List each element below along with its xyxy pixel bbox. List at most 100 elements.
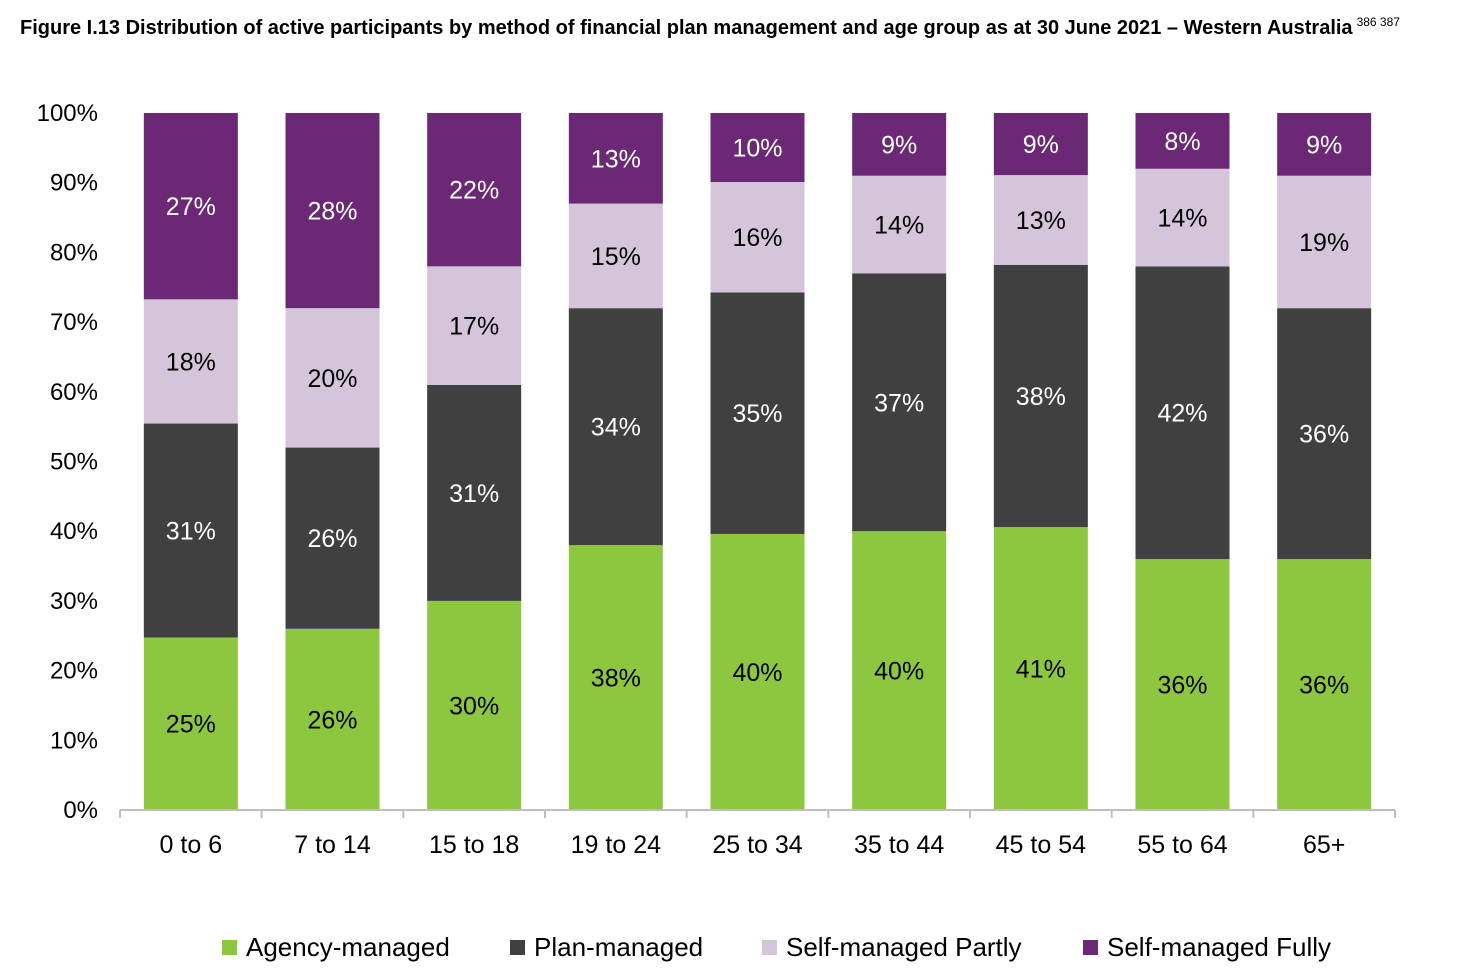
data-label-plan-managed: 35%	[732, 400, 782, 428]
bar-segment-plan-managed	[568, 308, 663, 546]
x-tick-label: 15 to 18	[429, 831, 519, 859]
x-tick-label: 45 to 54	[996, 831, 1086, 859]
bar-segment-self-managed-partly	[568, 203, 663, 309]
bar-segment-plan-managed	[285, 447, 380, 629]
y-tick-label: 30%	[50, 588, 98, 615]
x-tick-label: 35 to 44	[854, 831, 944, 859]
bar-segment-agency-managed	[568, 545, 663, 810]
bar-segment-self-managed-partly	[852, 175, 947, 274]
y-tick-label: 50%	[50, 449, 98, 476]
data-label-agency-managed: 25%	[166, 711, 216, 739]
bar-segment-plan-managed	[1135, 266, 1230, 560]
bar-segment-self-managed-fully	[993, 113, 1088, 176]
bar-segment-self-managed-fully	[1277, 113, 1372, 176]
data-label-agency-managed: 40%	[732, 659, 782, 687]
bar-segment-self-managed-partly	[143, 299, 238, 424]
data-label-plan-managed: 34%	[591, 414, 641, 442]
data-label-plan-managed: 37%	[874, 389, 924, 417]
bar-segment-self-managed-fully	[568, 113, 663, 204]
data-label-agency-managed: 26%	[307, 706, 357, 734]
chart-title-text: Figure I.13 Distribution of active parti…	[20, 17, 1353, 39]
data-label-self-managed-fully: 9%	[881, 131, 917, 159]
data-label-agency-managed: 41%	[1016, 656, 1066, 684]
legend-label-self-managed-fully: Self-managed Fully	[1107, 931, 1331, 962]
data-label-self-managed-partly: 20%	[307, 365, 357, 393]
bar-segment-agency-managed	[1277, 559, 1372, 810]
y-tick-label: 0%	[63, 797, 98, 824]
x-tick-label: 55 to 64	[1137, 831, 1227, 859]
bar-segment-agency-managed	[1135, 559, 1230, 810]
bar-segment-agency-managed	[993, 527, 1088, 810]
bar-segment-self-managed-fully	[710, 113, 805, 183]
bar-segment-plan-managed	[852, 273, 947, 532]
legend-item-self-managed-fully: Self-managed Fully	[1083, 925, 1331, 969]
bar-segment-plan-managed	[993, 264, 1088, 528]
legend-label-self-managed-partly: Self-managed Partly	[786, 931, 1022, 962]
bar-segment-plan-managed	[427, 384, 522, 601]
x-tick-label: 0 to 6	[160, 831, 223, 859]
title-footnote-refs: 386 387	[1356, 15, 1400, 29]
data-label-agency-managed: 36%	[1299, 672, 1349, 700]
bar-segment-self-managed-partly	[427, 266, 522, 385]
data-label-self-managed-fully: 13%	[591, 145, 641, 173]
bar-segment-agency-managed	[710, 533, 805, 810]
legend-label-agency-managed: Agency-managed	[246, 931, 450, 962]
bar-segment-self-managed-partly	[710, 182, 805, 293]
bar-segment-self-managed-partly	[1135, 168, 1230, 267]
data-label-agency-managed: 30%	[449, 692, 499, 720]
data-label-agency-managed: 36%	[1157, 672, 1207, 700]
bar-segment-self-managed-fully	[285, 113, 380, 309]
y-tick-label: 80%	[50, 239, 98, 266]
y-tick-label: 20%	[50, 658, 98, 685]
y-tick-label: 100%	[37, 100, 98, 127]
data-label-self-managed-partly: 15%	[591, 243, 641, 271]
data-label-self-managed-partly: 13%	[1016, 207, 1066, 235]
x-tick-label: 19 to 24	[571, 831, 661, 859]
y-tick-label: 40%	[50, 518, 98, 545]
bar-segment-self-managed-partly	[993, 175, 1088, 265]
data-label-self-managed-partly: 18%	[166, 348, 216, 376]
x-tick-label: 25 to 34	[712, 831, 802, 859]
legend-swatch-self-managed-partly	[762, 939, 777, 955]
stacked-bar-chart: 0% 10% 20% 30% 40% 50% 60% 70% 80% 90% 100% 25% 31% 1…	[37, 100, 1396, 859]
bar-segment-self-managed-fully	[143, 113, 238, 300]
data-label-self-managed-fully: 10%	[732, 135, 782, 163]
bar-segment-agency-managed	[852, 531, 947, 810]
bar-segment-agency-managed	[143, 637, 238, 810]
x-tick-label: 65+	[1303, 831, 1345, 859]
legend-label-plan-managed: Plan-managed	[534, 931, 704, 962]
bar-segment-plan-managed	[1277, 308, 1372, 560]
bar-segment-self-managed-partly	[285, 308, 380, 448]
y-tick-label: 60%	[50, 379, 98, 406]
y-tick-label: 90%	[50, 170, 98, 197]
bar-segment-self-managed-partly	[1277, 175, 1372, 309]
data-label-plan-managed: 38%	[1016, 383, 1066, 411]
data-label-plan-managed: 31%	[166, 518, 216, 546]
data-label-self-managed-fully: 28%	[307, 198, 357, 226]
chart-legend: Agency-managed Plan-managed Self-managed…	[0, 925, 1467, 969]
data-label-plan-managed: 36%	[1299, 421, 1349, 449]
data-label-agency-managed: 40%	[874, 658, 924, 686]
legend-swatch-agency-managed	[222, 939, 237, 955]
chart-title: Figure I.13 Distribution of active parti…	[20, 8, 1450, 42]
bar-segment-plan-managed	[143, 423, 238, 638]
data-label-self-managed-fully: 9%	[1023, 131, 1059, 159]
data-label-self-managed-fully: 8%	[1164, 128, 1200, 156]
data-label-self-managed-partly: 14%	[1157, 205, 1207, 233]
data-label-self-managed-partly: 14%	[874, 212, 924, 240]
y-tick-label: 70%	[50, 309, 98, 336]
data-label-self-managed-fully: 22%	[449, 177, 499, 205]
legend-item-plan-managed: Plan-managed	[510, 925, 703, 969]
legend-item-agency-managed: Agency-managed	[222, 925, 450, 969]
bar-segment-self-managed-fully	[427, 113, 522, 267]
data-label-self-managed-fully: 27%	[166, 193, 216, 221]
bar-segment-plan-managed	[710, 292, 805, 534]
legend-swatch-plan-managed	[510, 939, 525, 955]
legend-swatch-self-managed-fully	[1083, 939, 1098, 955]
bar-segment-self-managed-fully	[852, 113, 947, 176]
data-label-self-managed-fully: 9%	[1306, 131, 1342, 159]
data-label-plan-managed: 42%	[1157, 400, 1207, 428]
data-label-self-managed-partly: 16%	[732, 224, 782, 252]
data-label-self-managed-partly: 19%	[1299, 229, 1349, 257]
y-tick-label: 10%	[50, 727, 98, 754]
